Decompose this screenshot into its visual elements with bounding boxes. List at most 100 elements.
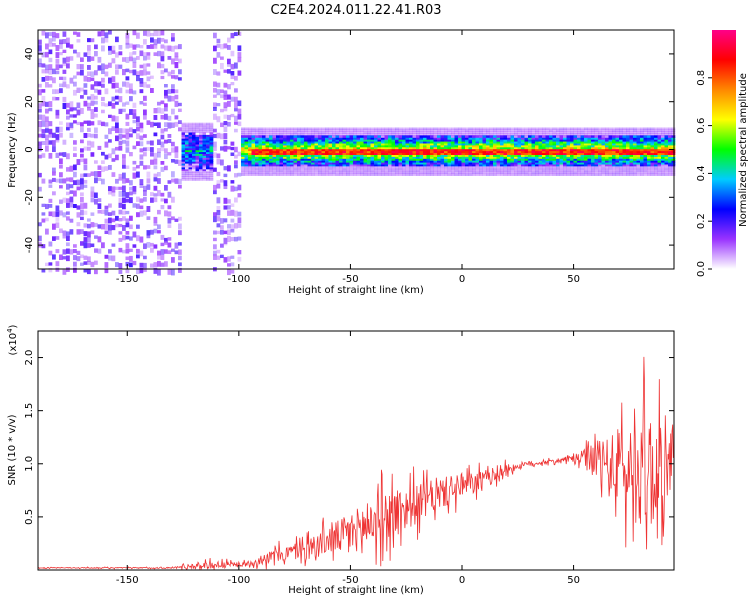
heatmap-cell [248, 146, 252, 150]
heatmap-cell [643, 169, 648, 173]
heatmap-cell [409, 135, 413, 138]
heatmap-cell [258, 160, 263, 163]
heatmap-cell [535, 135, 539, 138]
heatmap-cell [325, 167, 329, 171]
heatmap-cell [573, 142, 578, 146]
heatmap-cell [370, 131, 375, 134]
heatmap-cell [335, 148, 340, 152]
heatmap-cell [335, 156, 340, 159]
heatmap-cell [661, 152, 665, 155]
heatmap-cell [514, 163, 518, 167]
heatmap-cell [566, 173, 571, 176]
heatmap-cell [45, 228, 49, 235]
heatmap-cell [510, 148, 515, 152]
heatmap-cell [437, 142, 441, 146]
heatmap-cell [300, 161, 305, 165]
heatmap-cell [384, 167, 389, 171]
heatmap-cell [262, 160, 266, 163]
heatmap-cell [314, 150, 319, 154]
heatmap-cell [591, 127, 595, 131]
heatmap-cell [328, 169, 333, 173]
heatmap-cell [461, 152, 466, 155]
heatmap-cell [304, 160, 308, 163]
heatmap-cell [325, 140, 329, 144]
heatmap-cell [174, 89, 179, 94]
heatmap-cell [640, 160, 644, 163]
heatmap-cell [248, 171, 252, 175]
heatmap-cell [542, 173, 546, 176]
heatmap-cell [307, 127, 312, 131]
heatmap-cell [430, 154, 434, 157]
heatmap-cell [164, 148, 168, 154]
heatmap-cell [388, 140, 392, 144]
heatmap-cell [636, 131, 641, 134]
heatmap-cell [605, 154, 609, 157]
heatmap-cell [311, 169, 315, 173]
heatmap-cell [531, 154, 536, 157]
heatmap-cell [556, 167, 560, 171]
heatmap-cell [381, 144, 385, 148]
heatmap-cell [451, 167, 455, 171]
heatmap-cell [69, 218, 74, 223]
heatmap-cell [41, 133, 46, 139]
heatmap-cell [136, 133, 140, 140]
heatmap-cell [591, 161, 595, 165]
heatmap-cell [661, 173, 665, 176]
heatmap-cell [83, 231, 88, 237]
heatmap-cell [640, 150, 644, 154]
heatmap-cell [209, 130, 214, 133]
heatmap-cell [199, 153, 203, 156]
heatmap-cell [237, 114, 242, 120]
heatmap-cell [227, 263, 231, 267]
heatmap-cell [661, 146, 665, 150]
heatmap-cell [594, 146, 599, 150]
heatmap-cell [66, 109, 70, 115]
heatmap-cell [479, 135, 483, 138]
heatmap-cell [311, 127, 315, 131]
heatmap-cell [339, 146, 343, 150]
heatmap-cell [199, 164, 203, 168]
heatmap-cell [577, 148, 581, 152]
heatmap-cell [111, 158, 116, 162]
heatmap-cell [129, 224, 133, 230]
heatmap-cell [290, 131, 294, 134]
heatmap-cell [122, 108, 126, 113]
heatmap-cell [164, 153, 168, 160]
heatmap-cell [41, 114, 46, 121]
heatmap-cell [174, 100, 179, 107]
heatmap-cell [664, 140, 669, 144]
heatmap-cell [244, 156, 249, 159]
heatmap-cell [48, 153, 53, 159]
heatmap-cell [419, 160, 424, 163]
heatmap-cell [594, 148, 599, 152]
heatmap-cell [416, 137, 420, 140]
heatmap-cell [146, 147, 151, 151]
heatmap-cell [647, 173, 651, 176]
heatmap-cell [213, 152, 217, 158]
heatmap-cell [139, 45, 144, 49]
heatmap-cell [167, 211, 172, 217]
heatmap-cell [227, 84, 231, 90]
heatmap-cell [629, 156, 634, 159]
heatmap-cell [178, 108, 182, 112]
heatmap-cell [276, 140, 280, 144]
heatmap-cell [633, 161, 637, 165]
heatmap-cell [472, 127, 476, 131]
heatmap-cell [293, 169, 298, 173]
heatmap-cell [206, 170, 210, 174]
heatmap-cell [486, 127, 490, 131]
heatmap-cell [339, 129, 343, 132]
heatmap-cell [181, 134, 186, 137]
heatmap-cell [297, 142, 301, 146]
heatmap-cell [206, 136, 210, 139]
heatmap-cell [615, 158, 620, 161]
heatmap-cell [566, 142, 571, 146]
heatmap-cell [346, 140, 350, 144]
heatmap-cell [587, 152, 592, 155]
heatmap-cell [199, 168, 203, 172]
heatmap-cell [251, 171, 256, 175]
heatmap-cell [622, 133, 627, 136]
heatmap-cell [416, 169, 420, 173]
heatmap-cell [188, 161, 193, 164]
heatmap-cell [447, 144, 452, 148]
